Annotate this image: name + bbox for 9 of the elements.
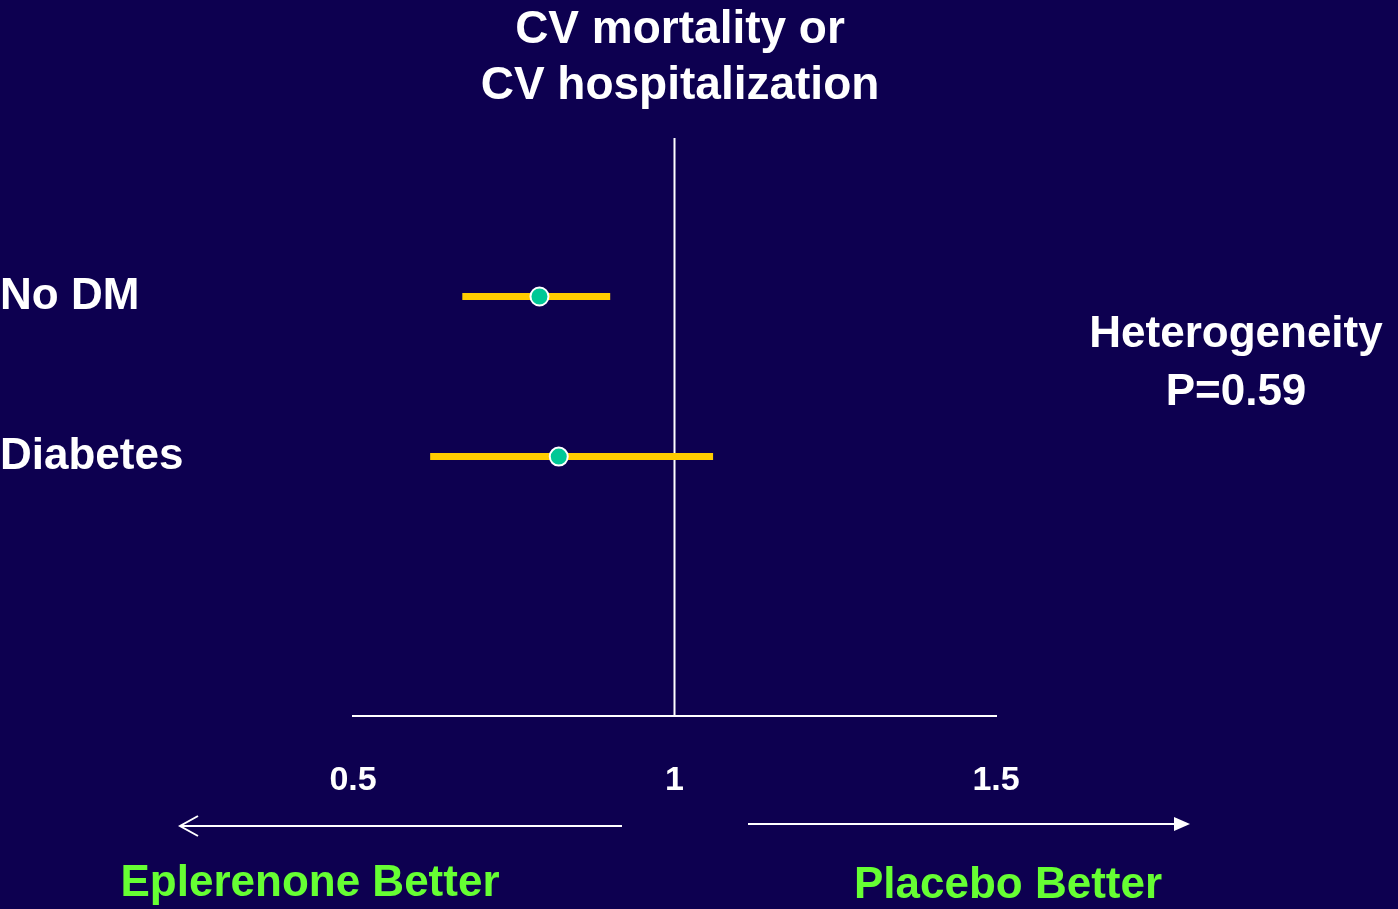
y-tick-label: Diabetes	[0, 428, 184, 478]
chart-title: CV mortality or CV hospitalization	[480, 0, 880, 109]
text: Eplerenone Better	[120, 856, 500, 906]
text: Placebo Better	[853, 858, 1163, 908]
x-tick-label: 1.5	[972, 758, 1020, 797]
text: Heterogeneity P=0.59	[1089, 307, 1384, 415]
y-tick-label: No DM	[0, 268, 140, 318]
x-tick-label: 1	[665, 758, 684, 797]
x-tick-label: 0.5	[329, 758, 377, 797]
